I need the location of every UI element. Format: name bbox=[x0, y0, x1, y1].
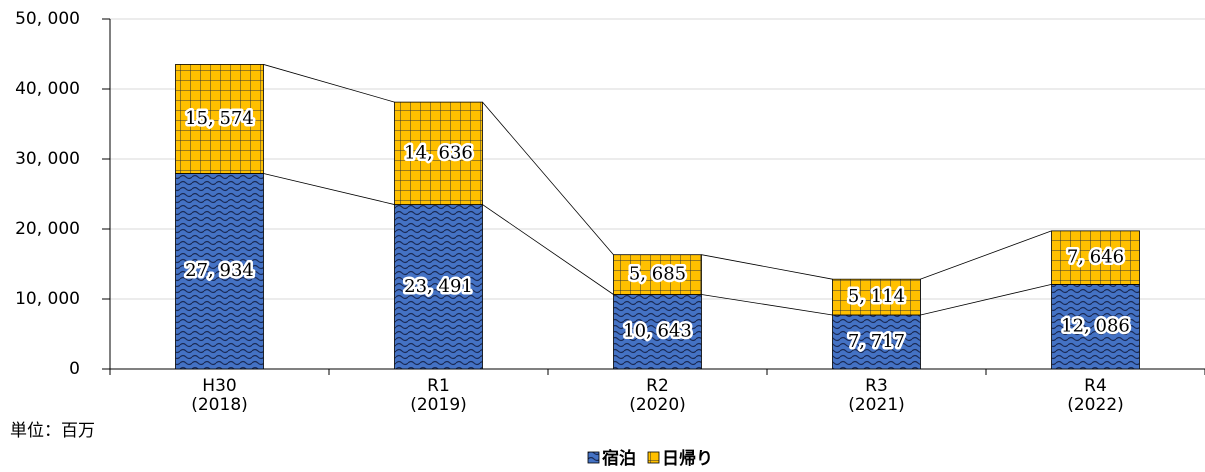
y-tick-label: 30, 000 bbox=[15, 149, 80, 169]
y-tick-label: 0 bbox=[69, 359, 80, 379]
x-tick-label: (2022) bbox=[1067, 395, 1124, 415]
bar-segment bbox=[1051, 230, 1140, 285]
value-label: 5, 685 bbox=[629, 264, 686, 285]
x-tick-label: H30 bbox=[202, 376, 236, 396]
bar-segment bbox=[613, 254, 702, 295]
value-label: 7, 717 bbox=[848, 331, 905, 352]
legend-swatch bbox=[647, 451, 660, 464]
connector-line bbox=[482, 204, 614, 295]
y-tick-label: 20, 000 bbox=[15, 219, 80, 239]
connector-line bbox=[263, 173, 395, 205]
y-tick-label: 40, 000 bbox=[15, 79, 80, 99]
bar-segment bbox=[175, 64, 264, 174]
x-tick-label: (2019) bbox=[410, 395, 467, 415]
x-tick-label: R3 bbox=[865, 376, 888, 396]
connector-line bbox=[701, 254, 833, 280]
value-label: 10, 643 bbox=[623, 321, 692, 342]
bar-segment bbox=[1051, 283, 1140, 370]
connector-line bbox=[263, 64, 395, 103]
legend-label: 日帰り bbox=[662, 449, 713, 469]
value-label: 14, 636 bbox=[404, 142, 473, 163]
connector-line bbox=[920, 284, 1052, 316]
value-label: 15, 574 bbox=[185, 108, 254, 129]
value-label: 5, 114 bbox=[848, 286, 905, 307]
value-label: 7, 646 bbox=[1067, 247, 1124, 268]
x-tick-label: R2 bbox=[646, 376, 669, 396]
bar-segment bbox=[832, 278, 921, 316]
unit-note: 単位：百万 bbox=[10, 421, 95, 441]
x-tick-label: (2021) bbox=[848, 395, 905, 415]
bar-segment bbox=[613, 294, 702, 370]
connector-line bbox=[920, 230, 1052, 280]
connector-line bbox=[482, 101, 614, 255]
value-label: 12, 086 bbox=[1061, 316, 1130, 337]
legend-swatch bbox=[587, 451, 600, 464]
legend-label: 宿泊 bbox=[602, 448, 636, 469]
value-label: 27, 934 bbox=[185, 260, 254, 281]
bar-segment bbox=[394, 101, 483, 205]
y-tick-label: 50, 000 bbox=[15, 9, 80, 29]
connector-line bbox=[701, 294, 833, 316]
x-tick-label: (2018) bbox=[191, 395, 248, 415]
x-tick-label: R4 bbox=[1084, 376, 1107, 396]
x-tick-label: R1 bbox=[427, 376, 450, 396]
bar-segment bbox=[832, 314, 921, 370]
value-label: 23, 491 bbox=[404, 276, 473, 297]
y-tick-label: 10, 000 bbox=[15, 289, 80, 309]
x-tick-label: (2020) bbox=[629, 395, 686, 415]
